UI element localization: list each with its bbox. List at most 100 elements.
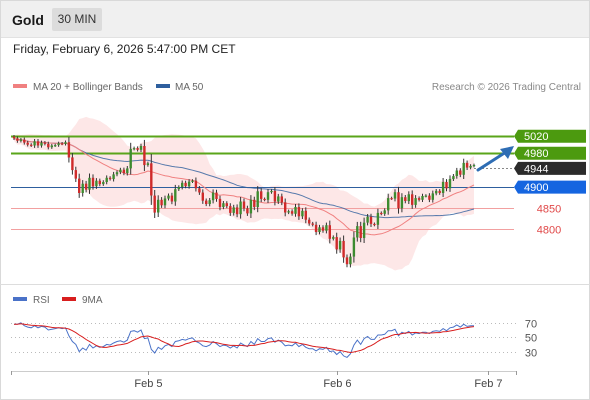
candle [167,193,170,201]
candle-bullish [40,142,43,146]
candle-bearish [160,199,163,206]
level-tag-label: 4900 [524,182,548,194]
candle [74,166,77,182]
rsi-panel: 70 50 30 [11,319,537,360]
candle-bearish [246,208,249,214]
candle [84,180,88,193]
candle [136,146,139,152]
candle [81,180,84,197]
candle-bullish [33,141,36,146]
candle-bearish [150,163,153,196]
candle-bearish [98,180,101,185]
candle [139,143,143,152]
candle [198,186,201,195]
candle-bullish [239,201,242,215]
candle [273,187,277,206]
candle-bearish [290,211,294,214]
candle [160,197,163,208]
candle-bearish [23,139,26,143]
candle-bullish [249,199,253,214]
candle [465,160,469,170]
time-tick-label: Feb 6 [323,378,351,390]
candle [201,189,204,204]
candle-bullish [181,182,184,187]
candle [211,189,215,204]
candle [157,195,160,217]
candle-bullish [208,200,211,204]
time-tick-label: Feb 7 [474,378,502,390]
candle [112,171,115,182]
candle-bearish [16,138,19,141]
candle [270,189,273,194]
candlesticks [12,135,476,268]
candle-bullish [318,227,321,232]
candle [64,140,67,146]
candle [163,195,167,209]
candle-bearish [380,212,383,215]
candle-bullish [400,197,404,209]
timeframe-button[interactable]: 30 MIN [52,8,102,31]
candle [102,180,105,186]
rsi-ma9-line [14,323,475,354]
candle-bearish [438,190,441,193]
candle [249,195,253,218]
trend-arrow-icon [476,146,514,172]
ma50-line [13,137,475,219]
ma50-legend-swatch [156,84,170,88]
candle [119,167,122,175]
candle-bullish [115,172,119,175]
time-axis-ticks: Feb 5 Feb 6 Feb 7 [11,371,517,390]
candle-bearish [235,207,239,215]
candle-bullish [191,180,194,182]
ma9-legend-swatch [62,297,76,301]
candle [294,204,297,217]
candle-bearish [342,240,345,258]
candle-bearish [428,195,431,200]
candle [280,193,283,206]
candle-bullish [332,237,335,239]
candle [318,224,321,235]
candle-bearish [273,190,277,202]
candle [57,141,60,147]
candle-bullish [266,192,270,200]
candle [150,154,153,205]
candle [71,153,74,175]
candle [129,142,132,175]
candle-bearish [71,157,74,171]
candle [36,139,40,148]
candle-bullish [383,210,386,214]
source-label: Research © 2026 Trading Central [432,82,581,93]
candle-bullish [455,170,458,176]
candle-bullish [177,187,180,190]
time-tick-label: Feb 5 [134,378,162,390]
candle-bullish [88,177,91,190]
candle-bearish [314,224,318,232]
candle-bullish [112,174,115,180]
candle-bearish [67,142,71,158]
candle [400,193,404,213]
candle-bullish [174,189,177,202]
candle [143,139,146,172]
level-tag-box [514,180,586,194]
candle [174,184,177,206]
candle-bearish [194,180,198,189]
candle-bearish [47,143,50,148]
level-lines [11,135,514,230]
candle-bullish [119,169,122,173]
candle-bearish [184,182,187,187]
candle [390,196,393,200]
candle-bullish [19,139,23,141]
candle [328,220,331,244]
candle-bearish [205,200,208,204]
candle-bullish [301,210,304,217]
candle-bearish [170,195,174,202]
candle-bearish [91,177,95,187]
candle [91,174,95,190]
candle-bullish [64,142,67,144]
candle-bearish [215,192,218,199]
candle-bearish [198,188,201,193]
candle-bullish [139,146,143,150]
candle-bearish [321,227,325,231]
candle-bearish [345,257,349,265]
candle [235,204,239,218]
